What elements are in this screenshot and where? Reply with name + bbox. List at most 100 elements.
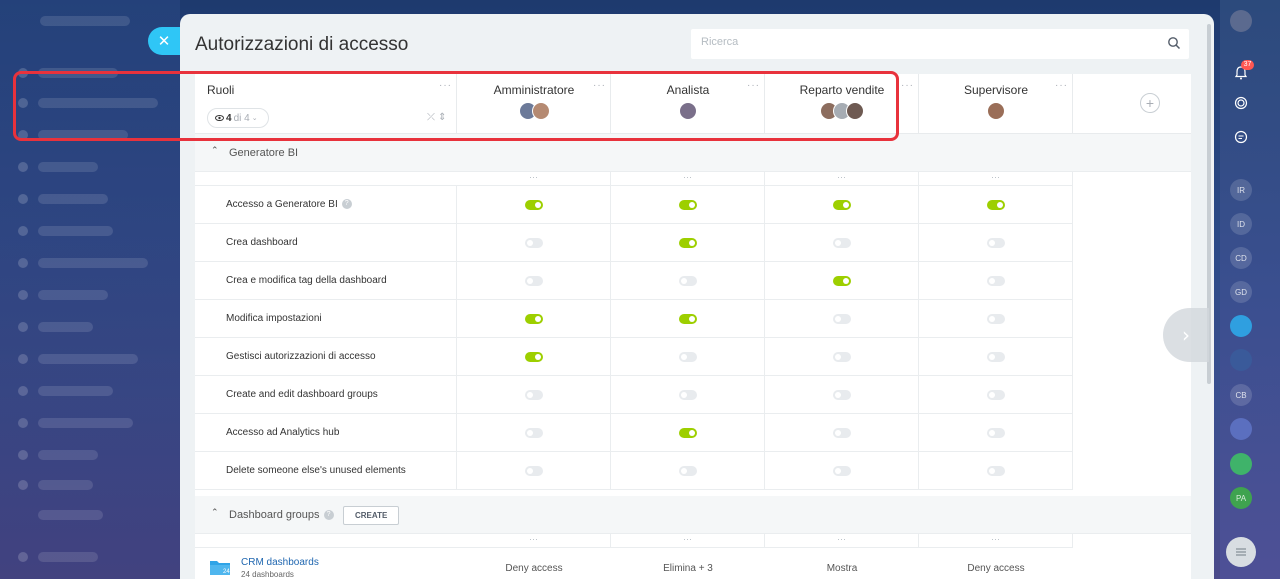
permission-label: Accesso ad Analytics hub (226, 427, 339, 438)
group-permission-value[interactable]: Mostra (826, 563, 858, 574)
permission-toggle[interactable] (525, 466, 543, 476)
search-icon[interactable] (1167, 36, 1181, 50)
permission-toggle[interactable] (525, 352, 543, 362)
permission-label: Modifica impostazioni (226, 313, 322, 324)
menu-icon[interactable] (1226, 537, 1256, 567)
more-icon[interactable]: ··· (611, 534, 765, 548)
permission-toggle[interactable] (833, 314, 851, 324)
group-permission-value[interactable]: Deny access (505, 563, 563, 574)
avatar[interactable] (987, 102, 1005, 120)
permission-toggle[interactable] (987, 238, 1005, 248)
permission-toggle[interactable] (525, 428, 543, 438)
avatar[interactable] (846, 102, 864, 120)
more-icon[interactable]: ··· (457, 534, 611, 548)
permission-toggle[interactable] (679, 428, 697, 438)
permission-toggle[interactable] (525, 314, 543, 324)
more-icon[interactable]: ··· (439, 80, 452, 91)
add-role-button[interactable]: + (1140, 93, 1160, 113)
permission-toggle[interactable] (679, 276, 697, 286)
permission-toggle[interactable] (987, 200, 1005, 210)
permission-toggle[interactable] (987, 390, 1005, 400)
more-icon[interactable]: ··· (765, 172, 919, 186)
permission-toggle[interactable] (525, 276, 543, 286)
permission-toggle[interactable] (525, 200, 543, 210)
group-permission-value[interactable]: Deny access (967, 563, 1025, 574)
chevron-down-icon: ⌄ (251, 115, 258, 122)
group-permission-value[interactable]: Elimina + 3 (663, 563, 713, 574)
more-icon[interactable]: ··· (765, 534, 919, 548)
permission-toggle[interactable] (679, 314, 697, 324)
user-initials[interactable]: ID (1230, 213, 1252, 235)
permission-toggle[interactable] (833, 466, 851, 476)
right-sidebar (1220, 0, 1280, 579)
permission-toggle[interactable] (987, 428, 1005, 438)
more-icon[interactable]: ··· (593, 80, 606, 91)
user-initials[interactable]: CD (1230, 247, 1252, 269)
permission-cell (457, 300, 611, 338)
permission-toggle[interactable] (525, 238, 543, 248)
more-icon[interactable]: ··· (1055, 80, 1068, 91)
permission-toggle[interactable] (987, 466, 1005, 476)
more-icon[interactable]: ··· (747, 80, 760, 91)
chevron-up-icon[interactable]: ⌃ (211, 508, 219, 518)
more-icon[interactable]: ··· (919, 172, 1073, 186)
permission-toggle[interactable] (833, 428, 851, 438)
user-initials[interactable]: CB (1230, 384, 1252, 406)
more-icon[interactable]: ··· (611, 172, 765, 186)
role-column-analyst[interactable]: Analista ··· (611, 74, 765, 134)
permission-toggle[interactable] (679, 238, 697, 248)
section-generatore-bi[interactable]: ⌃ Generatore BI (195, 134, 1191, 172)
user-initials[interactable]: PA (1230, 487, 1252, 509)
scrollbar[interactable] (1207, 24, 1211, 384)
permission-toggle[interactable] (525, 390, 543, 400)
close-button[interactable]: ✕ (148, 27, 180, 55)
group-icon[interactable] (1230, 453, 1252, 475)
permission-toggle[interactable] (987, 314, 1005, 324)
permission-toggle[interactable] (679, 352, 697, 362)
permission-toggle[interactable] (833, 390, 851, 400)
user-initials[interactable]: GD (1230, 281, 1252, 303)
user-initials[interactable]: IR (1230, 179, 1252, 201)
avatar[interactable] (679, 102, 697, 120)
section-dashboard-groups[interactable]: ⌃ Dashboard groups? CREATE (195, 496, 1191, 534)
sidebar-placeholder (18, 354, 28, 364)
help-icon[interactable]: ? (341, 199, 352, 210)
create-button[interactable]: CREATE (343, 506, 400, 525)
more-icon[interactable]: ··· (919, 534, 1073, 548)
group-icon[interactable] (1230, 418, 1252, 440)
dashboard-group-row[interactable]: 24 CRM dashboards 24 dashboards Deny acc… (195, 548, 1073, 579)
permission-toggle[interactable] (679, 390, 697, 400)
scroll-right-button[interactable]: › (1163, 308, 1209, 362)
search-box[interactable] (691, 29, 1189, 59)
permission-toggle[interactable] (833, 238, 851, 248)
permission-toggle[interactable] (987, 276, 1005, 286)
permission-cell (611, 414, 765, 452)
chevron-up-icon[interactable]: ⌃ (211, 146, 219, 156)
collapse-expand-icon[interactable]: ⤫ ⇕ (427, 112, 447, 123)
folder-number: 24 (223, 569, 230, 575)
role-column-supervisor[interactable]: Supervisore ··· (919, 74, 1073, 134)
search-input[interactable] (701, 36, 1141, 48)
radar-icon[interactable] (1230, 92, 1252, 114)
user-avatar[interactable] (1230, 10, 1252, 32)
permission-toggle[interactable] (833, 276, 851, 286)
permission-toggle[interactable] (987, 352, 1005, 362)
avatar[interactable] (531, 102, 550, 120)
user-avatar[interactable] (1230, 349, 1252, 371)
chat-icon[interactable] (1230, 126, 1252, 148)
eye-icon (215, 115, 224, 121)
more-icon[interactable]: ··· (457, 172, 611, 186)
permission-toggle[interactable] (679, 200, 697, 210)
permissions-table: Ruoli ··· 4 di 4 ⌄ ⤫ ⇕ Amministratore ··… (195, 74, 1191, 579)
permission-toggle[interactable] (833, 200, 851, 210)
role-column-administrator[interactable]: Amministratore ··· (457, 74, 611, 134)
role-column-sales[interactable]: Reparto vendite ··· (765, 74, 919, 134)
roles-filter-pill[interactable]: 4 di 4 ⌄ (207, 108, 269, 128)
chat-group-icon[interactable] (1230, 315, 1252, 337)
group-title[interactable]: CRM dashboards (241, 557, 319, 568)
permission-toggle[interactable] (679, 466, 697, 476)
permission-toggle[interactable] (833, 352, 851, 362)
help-icon[interactable]: ? (323, 510, 334, 521)
more-icon[interactable]: ··· (901, 80, 914, 91)
permission-label-text: Accesso a Generatore BI (226, 199, 338, 210)
